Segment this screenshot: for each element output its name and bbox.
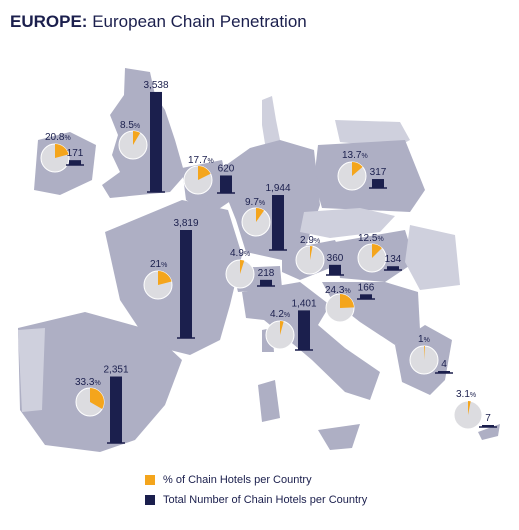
pie-label-4: 13.7% (342, 150, 368, 161)
poland-shape (314, 140, 425, 212)
bar-label-2: 620 (218, 163, 235, 174)
bar-8 (387, 266, 399, 270)
pie-label-8: 12.5% (358, 233, 384, 244)
bar-3 (272, 195, 284, 250)
pie-slice-10 (280, 321, 284, 335)
pie-label-9: 24.3% (325, 285, 351, 296)
pie-slice-1 (133, 131, 141, 145)
portugal-shape (18, 328, 45, 412)
legend-swatch-total (145, 495, 155, 505)
legend-swatch-pct (145, 475, 155, 485)
pie-label-2: 17.7% (188, 155, 214, 166)
legend-item-total: Total Number of Chain Hotels per Country (145, 490, 367, 510)
czech-shape (300, 208, 395, 238)
pie-slice-3 (256, 208, 265, 222)
pie-slice-2 (198, 166, 211, 180)
pie-label-10: 4.2% (270, 309, 290, 320)
pie-label-1: 8.5% (120, 120, 140, 131)
bar-0 (69, 160, 81, 165)
pie-label-3: 9.7% (245, 197, 265, 208)
bar-7 (329, 264, 341, 275)
bar-label-3: 1,944 (265, 183, 290, 194)
pie-label-6: 4.9% (230, 248, 250, 259)
malta-shape (439, 365, 445, 371)
bar-1 (150, 91, 162, 192)
bar-label-9: 166 (358, 282, 375, 293)
bar-label-0: 171 (67, 148, 84, 159)
pie-label-5: 21% (150, 259, 167, 270)
romania-shape (405, 225, 460, 290)
bar-5 (180, 230, 192, 338)
pie-slice-13 (468, 401, 471, 415)
bar-10 (298, 310, 310, 350)
legend-item-pct: % of Chain Hotels per Country (145, 470, 367, 490)
pie-slice-12 (424, 346, 425, 360)
bar-12 (438, 371, 450, 373)
sardinia-shape (258, 380, 280, 422)
bar-6 (260, 279, 272, 286)
pie-slice-8 (372, 243, 382, 258)
pie-slice-4 (352, 162, 363, 176)
bar-label-13: 7 (485, 413, 491, 424)
bar-13 (482, 425, 494, 427)
legend-label-total: Total Number of Chain Hotels per Country (163, 494, 368, 506)
pie-label-11: 33.3% (75, 377, 101, 388)
bar-label-12: 4 (441, 359, 447, 370)
bar-label-11: 2,351 (103, 365, 128, 376)
france-shape (105, 200, 242, 355)
bar-label-1: 3,538 (143, 80, 168, 91)
pie-slice-7 (310, 246, 313, 260)
pie-slice-9 (340, 294, 354, 308)
bar-label-7: 360 (327, 253, 344, 264)
pie-label-0: 20.8% (45, 132, 71, 143)
bar-11 (110, 376, 122, 443)
pie-slice-11 (90, 388, 104, 409)
pie-label-12: 1% (418, 334, 430, 345)
bar-label-8: 134 (385, 254, 402, 265)
bar-9 (360, 294, 372, 299)
italy-shape (242, 282, 380, 400)
spain-shape (18, 312, 182, 452)
pie-slice-6 (240, 260, 245, 274)
legend-label-pct: % of Chain Hotels per Country (163, 474, 312, 486)
pie-label-13: 3.1% (456, 389, 476, 400)
legend: % of Chain Hotels per Country Total Numb… (145, 470, 367, 510)
bar-label-6: 218 (258, 268, 275, 279)
bar-label-4: 317 (370, 167, 387, 178)
pie-slice-5 (158, 271, 172, 285)
bar-4 (372, 179, 384, 188)
chart-marks: 20.8%1718.5%3,53817.7%6209.7%1,94413.7%3… (40, 80, 497, 444)
sicily-shape (318, 424, 360, 450)
pie-label-7: 2.9% (300, 235, 320, 246)
bar-label-5: 3,819 (173, 218, 198, 229)
cyprus-shape (478, 424, 500, 440)
uk-shape (102, 68, 185, 198)
bar-2 (220, 175, 232, 193)
pie-slice-0 (55, 144, 69, 158)
bar-label-10: 1,401 (291, 298, 316, 309)
chart-title: EUROPE: European Chain Penetration (10, 12, 307, 31)
